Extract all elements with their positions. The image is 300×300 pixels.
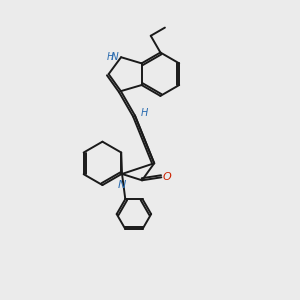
Text: H: H — [107, 52, 115, 62]
Text: N: N — [118, 180, 126, 190]
Text: N: N — [111, 52, 119, 62]
Text: O: O — [162, 172, 171, 182]
Text: H: H — [140, 108, 148, 118]
